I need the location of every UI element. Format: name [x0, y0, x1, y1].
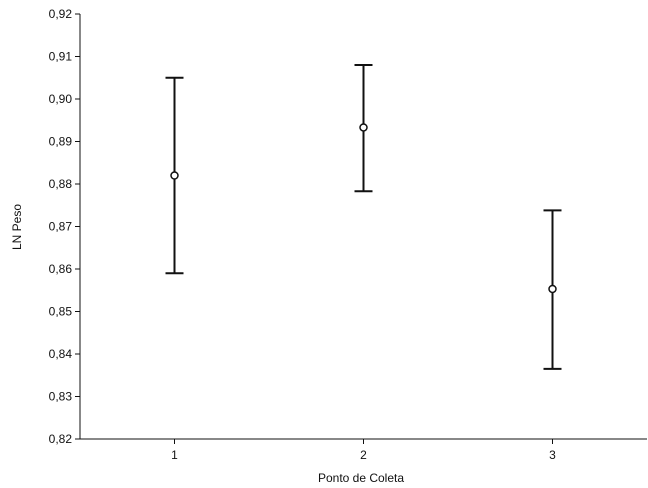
y-axis-ticks: 0,82 0,83 0,84 0,85 0,86 0,87 0,88 0,89 0,90 0,91… [49, 7, 80, 446]
data-point [359, 123, 368, 132]
y-axis-title: LN Peso [10, 204, 24, 250]
x-tick-label: 3 [549, 448, 556, 462]
x-axis-ticks: 1 2 3 [171, 439, 556, 462]
x-tick-label: 2 [360, 448, 367, 462]
y-tick-label: 0,83 [49, 390, 73, 404]
data-marks [165, 64, 562, 370]
y-tick-label: 0,84 [49, 347, 73, 361]
y-tick-label: 0,88 [49, 177, 73, 191]
data-point [170, 171, 179, 180]
y-tick-label: 0,86 [49, 262, 73, 276]
data-point [548, 284, 557, 294]
y-tick-label: 0,91 [49, 50, 73, 64]
y-tick-label: 0,82 [49, 432, 73, 446]
y-tick-label: 0,92 [49, 7, 73, 21]
y-tick-label: 0,87 [49, 220, 73, 234]
y-tick-label: 0,85 [49, 305, 73, 319]
y-tick-label: 0,89 [49, 135, 73, 149]
x-tick-label: 1 [171, 448, 178, 462]
y-tick-label: 0,90 [49, 92, 73, 106]
x-axis-title: Ponto de Coleta [318, 471, 404, 485]
